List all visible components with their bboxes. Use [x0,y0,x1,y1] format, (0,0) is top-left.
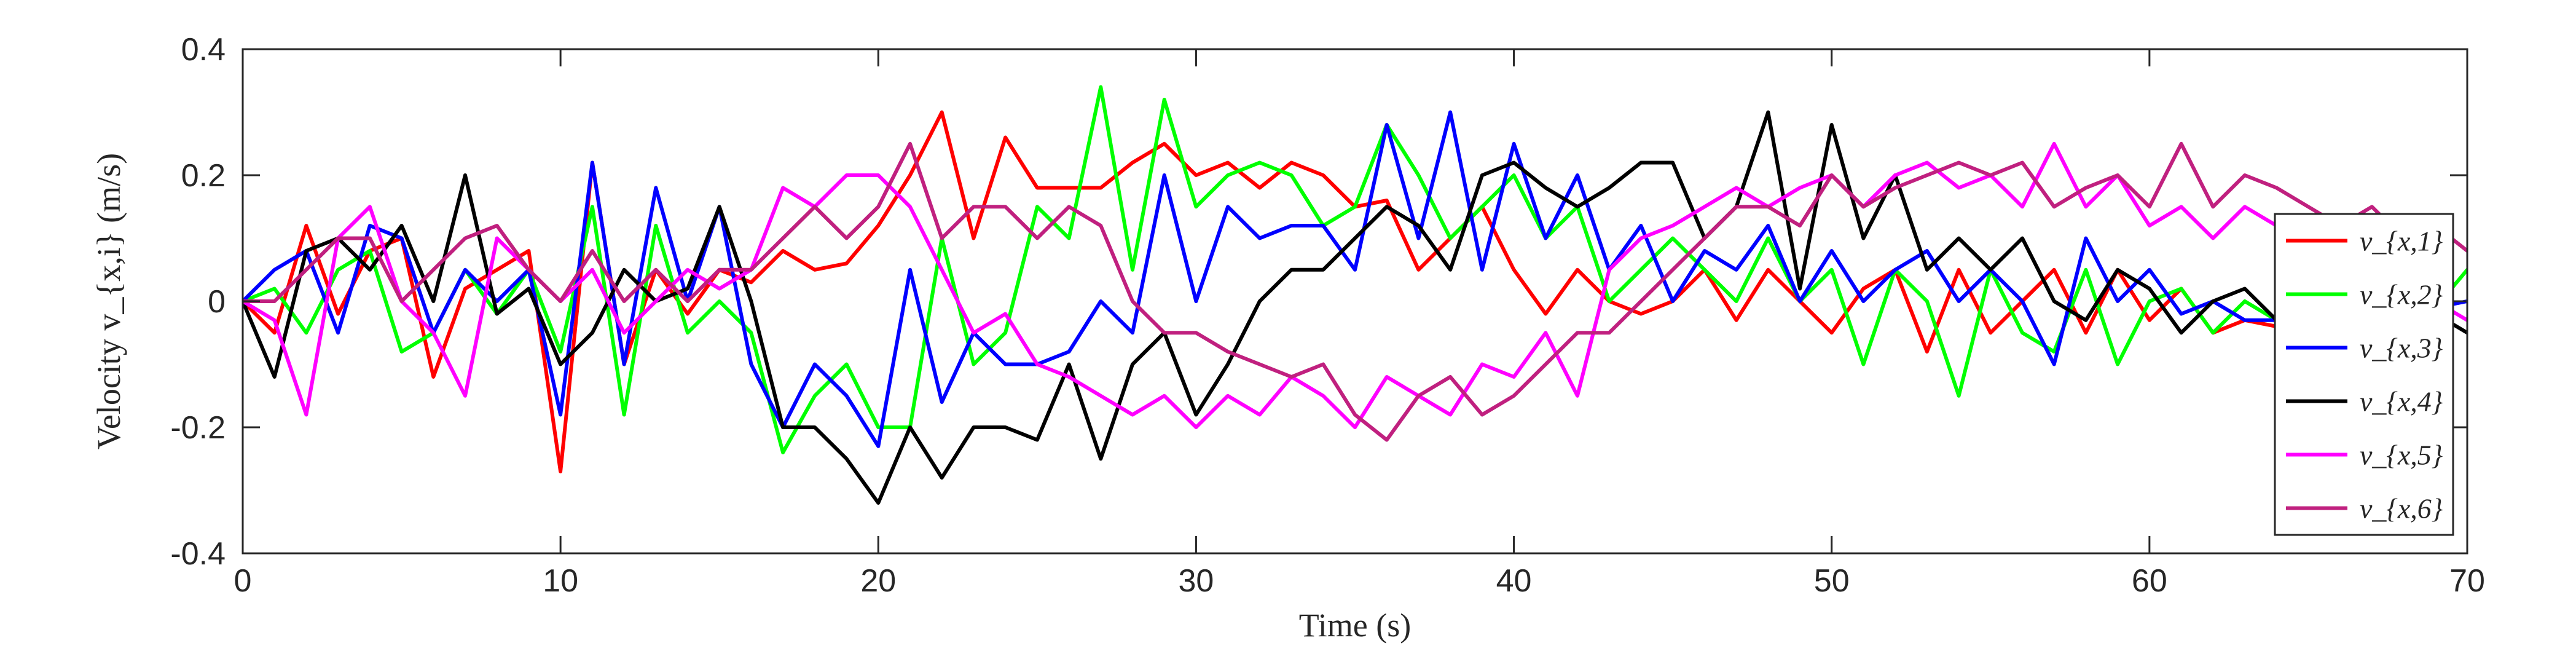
series-line-4 [243,110,2467,505]
x-tick-label: 60 [2132,563,2167,599]
legend: v_{x,1} v_{x,2} v_{x,3} v_{x,4} v_{x,5} v_{x,… [2274,213,2454,536]
series-group [243,85,2467,505]
legend-label-3: v_{x,3} [2360,333,2443,364]
x-tick-label: 0 [234,563,252,599]
y-tick-label: 0 [208,284,226,320]
x-axis-label: Time (s) [1299,607,1412,644]
x-tick-label: 40 [1496,563,1532,599]
x-tick-label: 70 [2449,563,2485,599]
ticks-group: 0 10 20 30 40 50 60 70 0.4 0.2 0 -0.2 -0.4 [170,32,2485,599]
legend-label-1: v_{x,1} [2360,226,2443,257]
y-tick-label: 0.4 [181,32,226,68]
x-tick-label: 20 [860,563,896,599]
x-tick-label: 30 [1179,563,1214,599]
legend-label-4: v_{x,4} [2360,386,2443,417]
y-axis-label: Velocity v_{x,i} (m/s) [90,153,127,449]
x-tick-label: 10 [543,563,578,599]
legend-label-6: v_{x,6} [2360,493,2443,524]
legend-label-5: v_{x,5} [2360,440,2443,471]
series-line-5 [243,141,2467,429]
legend-label-2: v_{x,2} [2360,279,2443,310]
y-tick-label: -0.2 [170,410,226,446]
series-line-3 [243,110,2467,448]
x-tick-label: 50 [1814,563,1850,599]
legend-box [2274,213,2454,536]
series-line-6 [243,141,2467,442]
y-tick-label: 0.2 [181,158,226,194]
y-tick-label: -0.4 [170,536,226,572]
